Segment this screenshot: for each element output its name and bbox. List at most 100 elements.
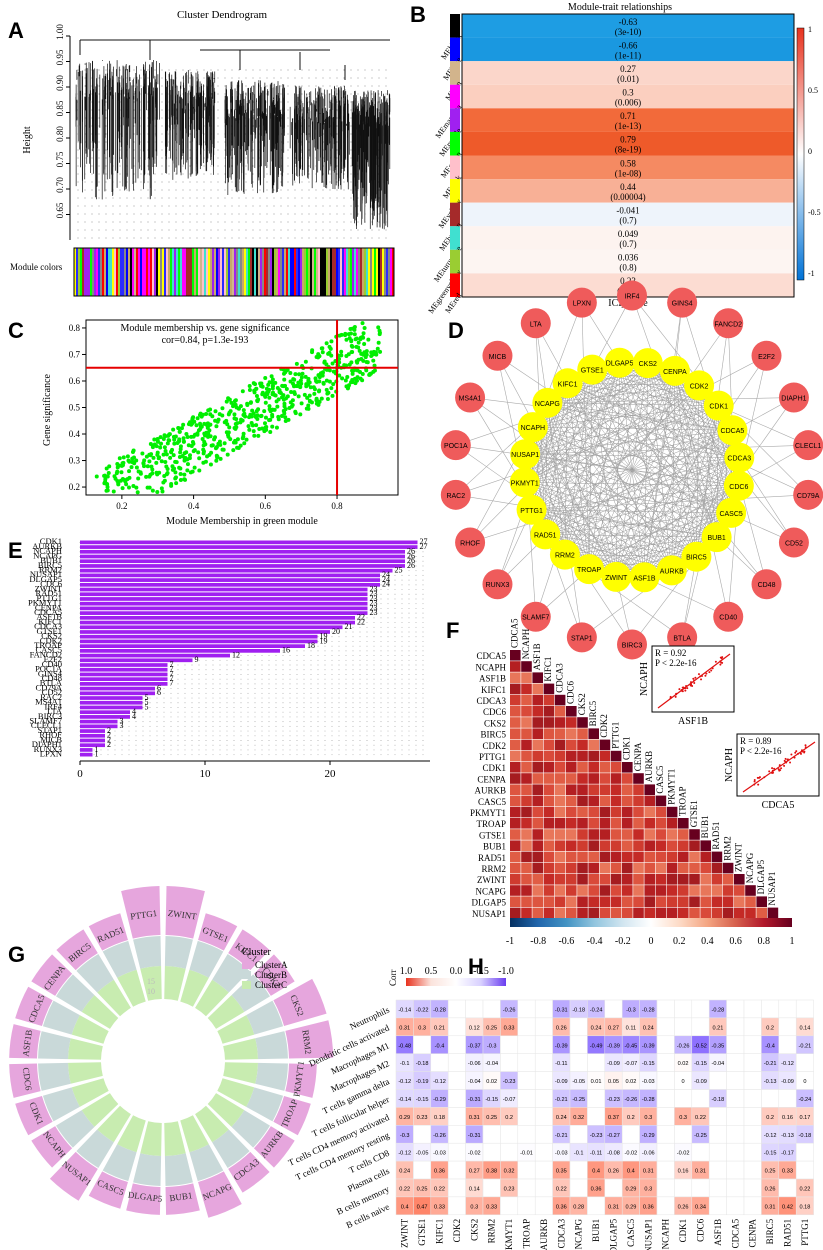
panel-e-grid-dot [380,603,382,605]
panel-c-point [299,375,304,380]
panel-a-leaf-dot [350,149,352,151]
panel-e-grid-dot [401,622,403,624]
panel-c-point [357,348,362,353]
panel-c-point [252,433,257,438]
panel-c-point [307,398,312,403]
panel-e-grid-dot [240,673,242,675]
panel-c-point [232,412,237,417]
panel-label-H: H [468,954,484,979]
panel-a-leaf-dot [308,85,310,87]
panel-a-leaf-dot [231,205,233,207]
panel-a-leaf-dot [364,85,366,87]
panel-a-leaf-dot [140,237,142,239]
panel-e-grid-dot [415,673,417,675]
panel-e-grid-dot [422,673,424,675]
panel-b-cell [462,202,794,227]
panel-a-leaf-dot [357,229,359,231]
panel-e-grid-dot [366,645,368,647]
panel-d-edge [524,482,717,538]
panel-c-point [294,361,299,366]
panel-c-point [358,337,363,342]
panel-e-grid-dot [233,678,235,680]
panel-a-module-color [314,248,316,296]
panel-a-module-color [198,248,200,296]
panel-e-grid-dot [408,574,410,576]
panel-e-grid-dot [394,589,396,590]
panel-e-grid-dot [366,673,368,675]
panel-d-edge [532,426,717,538]
panel-c-point [120,477,125,482]
panel-c-point [346,352,351,357]
panel-a-leaf-dot [287,133,289,135]
panel-a-module-color [216,248,218,296]
panel-d-edge [644,302,683,578]
panel-b-p-value: (0.7) [619,215,636,225]
panel-a-module-color [306,248,308,296]
panel-d-edge [647,363,697,557]
panel-a-leaf-dot [98,93,100,95]
panel-b-cell [462,108,794,132]
panel-a-cluster-3 [289,85,350,190]
panel-a-leaf-dot [231,77,233,79]
panel-c-point [353,337,358,342]
panel-c-point [148,472,153,477]
panel-e-grid-dot [359,645,361,647]
panel-d-node-label: NCAPH [521,425,546,432]
panel-c-point [330,361,335,366]
panel-e-grid-dot [324,650,326,652]
panel-a-leaf-dot [315,205,317,207]
panel-a-leaf-dot [252,149,254,151]
panel-c-point [270,412,275,417]
panel-e-grid-dot [261,688,263,690]
panel-c-point [173,470,178,475]
panel-e-grid-dot [331,650,333,652]
panel-a-leaf-dot [315,237,317,239]
panel-b-colorbar-tick: 0 [808,147,812,156]
panel-e-grid-dot [359,636,361,638]
panel-e-grid-dot [324,669,326,671]
panel-a-leaf-dot [182,221,184,223]
panel-d-edge [564,457,740,555]
panel-a-module-color [372,248,374,296]
panel-a-leaf-dot [77,173,79,175]
panel-a-leaf-dot [196,77,198,79]
panel-a-leaf-dot [385,93,387,95]
panel-a-leaf-dot [161,157,163,159]
panel-a-leaf-dot [112,197,114,199]
panel-c-point [339,332,344,337]
panel-c-point [134,465,139,470]
panel-a-module-color [174,248,176,296]
panel-e-grid-dot [303,673,305,675]
panel-e-grid-dot [233,669,235,671]
panel-e-grid-dot [212,673,214,675]
panel-e-grid-dot [331,678,333,680]
panel-a-module-color [168,248,170,296]
panel-a-y-tick-label: 0.70 [55,177,65,193]
panel-a-module-color [204,248,206,296]
panel-d-edge [532,426,645,578]
panel-e-grid-dot [184,692,186,694]
panel-e-grid-dot [205,669,207,671]
panel-c-point [242,441,247,446]
panel-a-leaf-dot [245,229,247,231]
panel-d-edge [567,383,717,538]
panel-a-leaf-dot [168,189,170,191]
panel-c-point [120,486,125,491]
panel-a-leaf-dot [161,77,163,79]
panel-e-grid-dot [296,650,298,652]
panel-e-grid-dot [394,688,396,690]
panel-e-grid-dot [240,688,242,690]
panel-c-point [233,426,238,431]
panel-a-module-color [116,248,118,296]
panel-d-edge [525,453,740,458]
panel-e-grid-dot [219,688,221,690]
panel-a-leaf-dot [252,69,254,71]
panel-a-leaf-dot [224,77,226,79]
panel-c-point [263,376,268,381]
panel-c-point [225,432,230,437]
panel-a-leaf-dot [350,165,352,167]
panel-label-A: A [8,18,24,43]
panel-e-grid-dot [380,645,382,647]
panel-a-leaf-dot [161,197,163,199]
panel-c-point [304,406,309,411]
